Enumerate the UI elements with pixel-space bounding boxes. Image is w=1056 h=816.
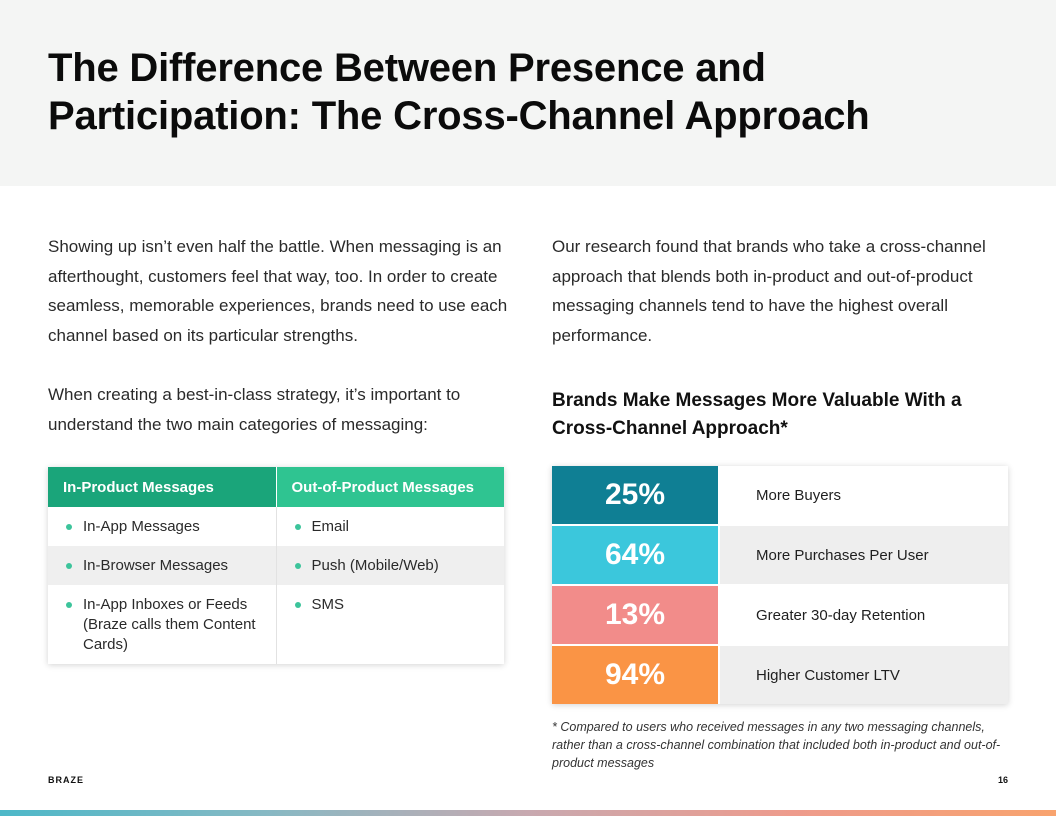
page-number: 16: [997, 775, 1008, 785]
stat-row: 94% Higher Customer LTV: [552, 646, 1008, 704]
stat-label: Higher Customer LTV: [720, 646, 1008, 704]
messaging-categories-table: In-Product Messages Out-of-Product Messa…: [48, 467, 504, 664]
stat-value: 25%: [552, 466, 718, 524]
bullet-icon: [66, 524, 72, 530]
table-row: In-App Inboxes or Feeds (Braze calls the…: [48, 585, 504, 664]
stat-row: 13% Greater 30-day Retention: [552, 586, 1008, 644]
title-banner: The Difference Between Presence and Part…: [0, 0, 1056, 186]
bullet-icon: [294, 563, 301, 569]
stats-table: 25% More Buyers 64% More Purchases Per U…: [552, 466, 1008, 704]
table-cell: SMS: [276, 585, 504, 664]
out-of-product-header: Out-of-Product Messages: [276, 467, 504, 507]
bullet-icon: [66, 563, 72, 569]
bullet-icon: [294, 602, 301, 608]
intro-paragraph: Showing up isn’t even half the battle. W…: [48, 237, 508, 345]
table-cell: Email: [276, 507, 504, 546]
table-cell: Push (Mobile/Web): [276, 546, 504, 585]
stat-row: 64% More Purchases Per User: [552, 526, 1008, 584]
table-header-row: In-Product Messages Out-of-Product Messa…: [48, 467, 504, 507]
cell-text: In-App Messages: [83, 518, 200, 535]
in-product-header: In-Product Messages: [48, 467, 277, 507]
stat-row: 25% More Buyers: [552, 466, 1008, 524]
cell-text: In-Browser Messages: [83, 557, 229, 574]
cell-text: SMS: [311, 596, 345, 613]
table-cell: In-App Messages: [48, 507, 277, 546]
gradient-footer-bar: [0, 810, 1056, 816]
stats-title: Brands Make Messages More Valuable With …: [552, 390, 962, 439]
stat-value: 13%: [552, 586, 718, 644]
stat-label: More Purchases Per User: [720, 526, 1008, 584]
page-title: The Difference Between Presence and Part…: [48, 46, 870, 138]
cell-text: In-App Inboxes or Feeds (Braze calls the…: [83, 596, 256, 653]
stat-label: More Buyers: [720, 466, 1008, 524]
brand-logo-text: BRAZE: [48, 775, 84, 785]
footnote: * Compared to users who received message…: [552, 720, 1001, 770]
stat-value: 94%: [552, 646, 718, 704]
research-paragraph: Our research found that brands who take …: [552, 237, 986, 345]
table-cell: In-App Inboxes or Feeds (Braze calls the…: [48, 585, 277, 664]
stat-label: Greater 30-day Retention: [720, 586, 1008, 644]
table-row: In-Browser Messages Push (Mobile/Web): [48, 546, 504, 585]
table-row: In-App Messages Email: [48, 507, 504, 546]
bullet-icon: [294, 524, 301, 530]
cell-text: Email: [311, 518, 350, 535]
stat-value: 64%: [552, 526, 718, 584]
table-cell: In-Browser Messages: [48, 546, 277, 585]
cell-text: Push (Mobile/Web): [311, 557, 439, 574]
bullet-icon: [66, 602, 72, 608]
strategy-paragraph: When creating a best-in-class strategy, …: [48, 385, 461, 434]
